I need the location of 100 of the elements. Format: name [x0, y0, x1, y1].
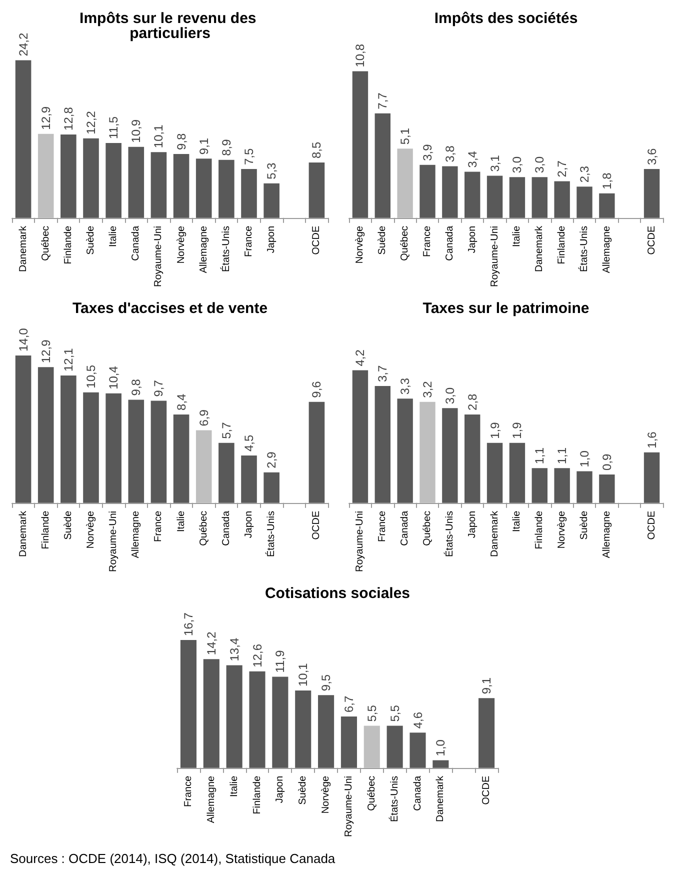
bar — [38, 367, 54, 503]
bar — [106, 393, 122, 503]
x-tick-label: France — [182, 775, 194, 807]
data-label: 5,5 — [364, 704, 379, 722]
bar — [397, 148, 413, 218]
x-tick-label: États-Unis — [578, 226, 590, 272]
x-tick-label: Danemark — [534, 224, 546, 272]
x-tick-label: Norvège — [86, 510, 96, 549]
data-label: 8,4 — [174, 393, 188, 410]
data-label: 3,3 — [398, 378, 412, 395]
data-label: 10,9 — [129, 119, 144, 143]
x-tick-label: Allemagne — [130, 510, 142, 558]
x-tick-label: Québec — [198, 510, 210, 546]
x-tick-label: Suède — [298, 775, 309, 805]
x-tick-label: Canada — [444, 225, 456, 261]
x-tick-label: OCDE — [646, 226, 658, 255]
x-tick-label: France — [244, 225, 254, 257]
bar — [241, 169, 257, 218]
data-label: 3,4 — [465, 150, 480, 168]
data-label: 12,6 — [250, 644, 264, 668]
x-tick-label: Finlande — [252, 775, 263, 814]
x-tick-label: Norvège — [354, 225, 366, 264]
bar — [196, 430, 212, 503]
bar — [599, 474, 615, 503]
bar — [576, 186, 592, 218]
x-tick-label: Suède — [62, 510, 74, 540]
bar — [272, 676, 288, 768]
x-tick-label: Allemagne — [601, 225, 612, 274]
x-tick-label: Royaume-Uni — [489, 226, 500, 288]
bar — [410, 732, 426, 768]
bar — [249, 671, 266, 768]
x-tick-label: Norvège — [320, 775, 332, 814]
bar — [106, 142, 122, 218]
x-tick-label: Canada — [130, 225, 142, 261]
chart-title: Cotisations sociales — [264, 585, 410, 602]
data-label: 14,0 — [16, 328, 30, 352]
bar — [554, 181, 570, 218]
data-label: 9,1 — [480, 677, 494, 694]
bar — [386, 726, 403, 768]
bar — [218, 160, 234, 218]
data-label: 6,9 — [196, 409, 211, 426]
bar — [180, 640, 196, 768]
bar — [15, 356, 32, 503]
x-tick-label: Japon — [266, 226, 278, 254]
x-tick-label: Québec — [40, 226, 52, 261]
data-label: 0,9 — [600, 453, 614, 470]
data-label: 10,4 — [106, 366, 121, 390]
bar — [128, 400, 144, 503]
x-tick-label: Danemark — [18, 510, 29, 558]
chart-title: Impôts des sociétés — [434, 10, 578, 27]
data-label: 3,0 — [510, 156, 524, 174]
x-tick-label: Royaume-Uni — [108, 510, 120, 572]
bar — [83, 138, 99, 218]
x-tick-label: Finlande — [62, 225, 74, 264]
bar — [295, 690, 312, 768]
x-tick-label: Danemark — [435, 774, 446, 822]
data-label: 4,2 — [353, 349, 368, 366]
bar — [486, 176, 503, 218]
bar — [308, 162, 325, 218]
bar — [478, 698, 495, 768]
x-tick-label: France — [153, 510, 164, 542]
data-label: 6,7 — [342, 696, 356, 713]
bar — [644, 452, 660, 503]
data-label: 8,5 — [310, 141, 324, 158]
data-label: 3,0 — [532, 156, 547, 174]
bar — [60, 376, 76, 503]
bar — [352, 370, 368, 503]
data-label: 3,2 — [420, 380, 434, 398]
bar — [308, 402, 325, 503]
data-label: 8,9 — [219, 138, 234, 156]
x-tick-label: Italie — [108, 225, 120, 247]
bar — [364, 726, 380, 768]
x-tick-label: Québec — [400, 226, 411, 261]
bar — [420, 164, 436, 218]
data-label: 1,0 — [578, 450, 592, 468]
x-tick-label: Italie — [512, 510, 523, 532]
data-label: 10,8 — [353, 44, 368, 68]
x-tick-label: Italie — [176, 510, 187, 532]
bar — [509, 442, 526, 503]
bar — [554, 468, 570, 503]
bar — [644, 169, 660, 218]
x-tick-label: Italie — [228, 775, 240, 797]
data-label: 10,5 — [84, 364, 98, 388]
x-tick-label: Canada — [220, 510, 232, 546]
x-tick-label: Royaume-Uni — [343, 776, 354, 838]
data-label: 5,5 — [388, 704, 402, 722]
data-label: 12,1 — [61, 348, 76, 372]
data-label: 2,7 — [555, 160, 570, 178]
source-note: Sources : OCDE (2014), ISQ (2014), Statistique Canada — [10, 851, 336, 866]
x-tick-label: Québec — [366, 776, 378, 811]
data-label: 7,5 — [242, 148, 256, 166]
x-tick-label: Suède — [579, 510, 590, 540]
bar — [264, 472, 280, 503]
data-label: 11,9 — [273, 650, 288, 673]
bar — [340, 716, 357, 768]
bar — [38, 134, 54, 218]
data-label: 12,9 — [38, 339, 53, 364]
data-label: 4,6 — [410, 712, 425, 729]
bar — [15, 60, 32, 218]
data-label: 16,7 — [181, 612, 196, 636]
